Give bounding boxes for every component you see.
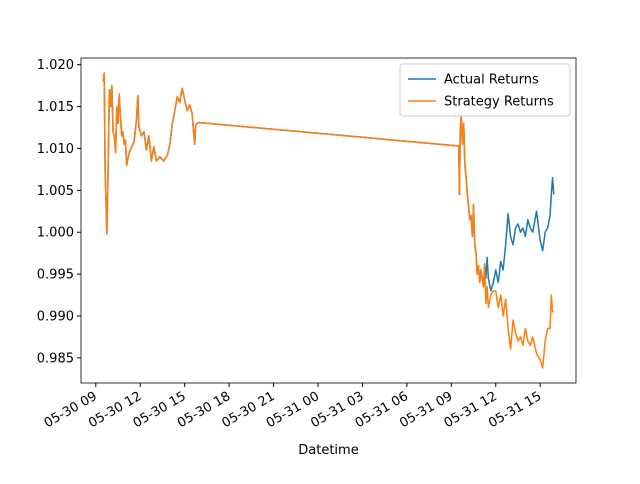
y-tick-label: 1.000 — [37, 226, 74, 241]
x-axis-label: Datetime — [298, 443, 358, 458]
y-tick-label: 1.005 — [37, 184, 74, 199]
legend-label: Actual Returns — [444, 73, 539, 88]
y-tick-label: 1.020 — [37, 58, 74, 73]
legend-box — [399, 63, 571, 117]
y-tick-label: 0.985 — [37, 351, 74, 366]
axes-frame — [80, 57, 577, 384]
y-tick-label: 0.995 — [37, 268, 74, 283]
y-tick-label: 1.010 — [37, 142, 74, 157]
y-tick-label: 1.015 — [37, 100, 74, 115]
legend: Actual Returns Strategy Returns — [399, 63, 571, 117]
legend-label: Strategy Returns — [444, 95, 554, 110]
y-tick-label: 0.990 — [37, 309, 74, 324]
data-line — [102, 72, 554, 369]
